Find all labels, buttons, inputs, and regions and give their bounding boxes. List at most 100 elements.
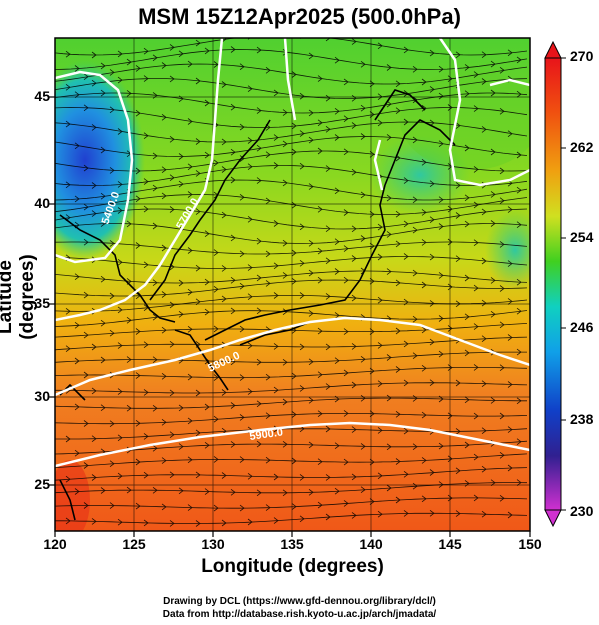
stream-arrow xyxy=(135,458,141,466)
stream-arrow xyxy=(282,398,288,406)
stream-arrow xyxy=(325,425,331,433)
stream-arrow xyxy=(360,443,366,450)
stream-arrow xyxy=(143,341,149,349)
stream-arrow xyxy=(421,209,427,216)
stream-arrow xyxy=(507,49,513,57)
stream-arrow xyxy=(325,38,331,42)
stream-arrow xyxy=(516,90,522,98)
stream-arrow xyxy=(403,220,409,228)
stream-arrow xyxy=(143,47,149,55)
stream-arrow xyxy=(187,118,193,125)
stream-arrow xyxy=(74,142,80,150)
stream-arrow xyxy=(239,193,245,201)
stream-arrow xyxy=(91,51,97,59)
stream-arrow xyxy=(464,313,470,321)
stream-arrow xyxy=(247,163,253,171)
colorbar-tick-label: 262 xyxy=(570,139,594,155)
stream-arrow xyxy=(230,441,236,448)
stream-arrow xyxy=(317,410,323,418)
stream-arrow xyxy=(386,194,392,202)
y-tick-label: 40 xyxy=(34,195,50,211)
colorbar xyxy=(544,40,566,528)
stream-arrow xyxy=(447,494,453,502)
stream-arrow xyxy=(360,394,366,402)
stream-arrow xyxy=(221,265,227,272)
stream-arrow xyxy=(273,162,279,169)
stream-arrow xyxy=(100,275,106,283)
stream-arrow xyxy=(187,417,193,425)
credit-drawing: Drawing by DCL (https://www.gfd-dennou.o… xyxy=(163,596,436,607)
stream-arrow xyxy=(490,277,496,284)
stream-arrow xyxy=(429,180,435,188)
stream-arrow xyxy=(464,194,470,202)
stream-arrow xyxy=(187,163,193,171)
stream-arrow xyxy=(169,44,175,51)
stream-arrow xyxy=(317,501,323,509)
stream-arrow xyxy=(195,77,201,85)
stream-arrow xyxy=(74,357,80,365)
stream-arrow xyxy=(230,46,236,53)
stream-arrow xyxy=(126,58,132,66)
stream-arrow xyxy=(351,473,357,481)
stream-arrow xyxy=(291,372,297,380)
stream-arrow xyxy=(109,292,115,300)
stream-arrow xyxy=(481,427,487,435)
stream-arrow xyxy=(412,482,418,490)
stream-arrow xyxy=(109,69,115,76)
stream-arrow xyxy=(213,285,219,293)
colorbar-tick-label: 270 xyxy=(570,48,594,64)
stream-arrow xyxy=(143,132,149,140)
stream-arrow xyxy=(360,486,366,494)
stream-arrow xyxy=(299,515,305,523)
stream-arrow xyxy=(351,343,357,350)
stream-arrow xyxy=(343,115,349,123)
stream-arrow xyxy=(481,510,487,518)
stream-arrow xyxy=(230,402,236,409)
stream-arrow xyxy=(499,197,505,205)
stream-arrow xyxy=(221,295,227,303)
stream-arrow xyxy=(187,288,193,296)
stream-arrow xyxy=(178,180,184,188)
stream-arrow xyxy=(161,113,167,121)
stream-arrow xyxy=(351,168,357,176)
stream-arrow xyxy=(481,380,487,388)
x-tick-label: 135 xyxy=(280,536,304,552)
stream-arrow xyxy=(386,134,392,141)
stream-arrow xyxy=(213,415,219,423)
stream-arrow xyxy=(213,249,219,256)
height-contours xyxy=(55,38,530,468)
stream-arrow xyxy=(187,325,193,333)
stream-arrow xyxy=(438,92,444,100)
stream-arrow xyxy=(143,389,149,396)
stream-arrow xyxy=(74,403,80,411)
stream-arrow xyxy=(126,486,132,494)
stream-arrow xyxy=(100,62,106,70)
stream-arrow xyxy=(143,519,149,527)
stream-arrow xyxy=(204,47,210,55)
stream-arrow xyxy=(65,435,71,443)
stream-arrow xyxy=(412,65,418,73)
stream-arrow xyxy=(429,86,435,93)
stream-arrow xyxy=(299,292,305,299)
stream-arrow xyxy=(178,310,184,318)
stream-arrow xyxy=(299,92,305,100)
stream-arrow xyxy=(152,222,158,230)
stream-arrow xyxy=(299,162,305,170)
stream-arrow xyxy=(152,313,158,321)
stream-arrow xyxy=(481,78,487,85)
stream-arrow xyxy=(282,358,288,366)
stream-arrow xyxy=(464,220,470,228)
stream-arrow xyxy=(464,480,470,487)
stream-arrow xyxy=(247,85,253,93)
stream-arrow xyxy=(213,374,219,381)
stream-arrow xyxy=(499,107,505,115)
stream-arrow xyxy=(438,223,444,230)
stream-arrow xyxy=(438,65,444,73)
stream-arrow xyxy=(169,471,175,479)
stream-arrow xyxy=(308,136,314,144)
stream-arrow xyxy=(412,226,418,234)
stream-arrow xyxy=(395,107,401,115)
y-tick-label: 25 xyxy=(34,476,50,492)
stream-arrow xyxy=(126,90,132,97)
stream-arrow xyxy=(429,300,435,307)
